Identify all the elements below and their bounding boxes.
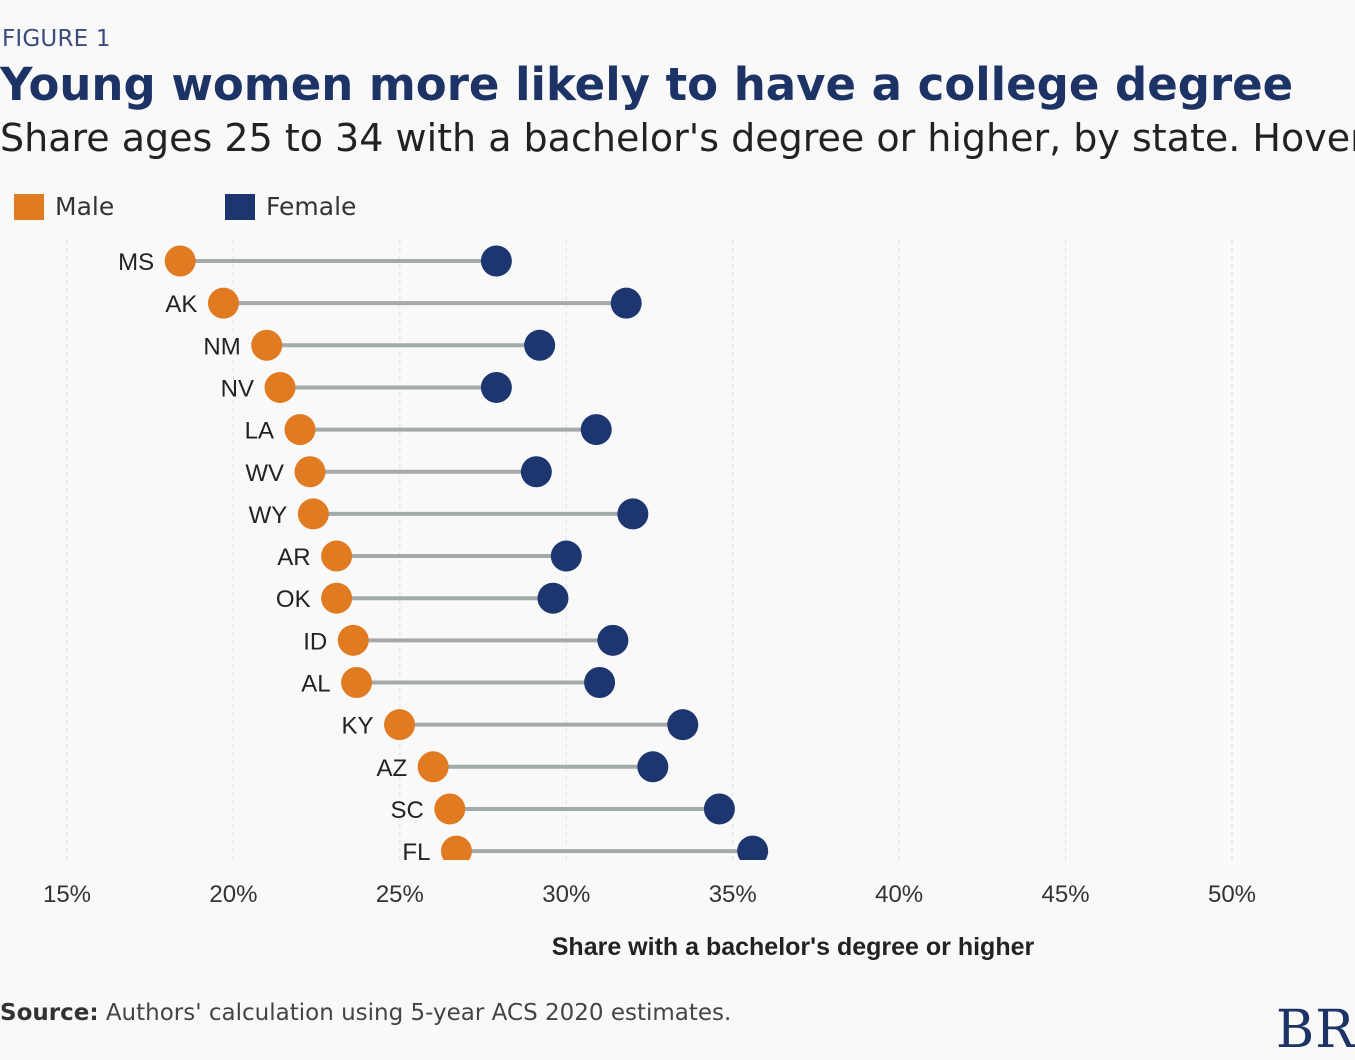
legend-label-male: Male: [55, 192, 115, 221]
male-point: [434, 793, 466, 825]
female-point: [524, 329, 556, 361]
category-label: NM: [203, 333, 240, 360]
category-label: WV: [245, 460, 284, 487]
male-point: [384, 709, 416, 741]
source-text: Authors' calculation using 5-year ACS 20…: [105, 1000, 732, 1026]
female-point: [580, 414, 612, 446]
category-label: AL: [301, 671, 330, 698]
female-point: [520, 456, 552, 488]
category-label: OK: [276, 586, 311, 613]
male-point: [284, 414, 316, 446]
category-label: AK: [165, 291, 197, 318]
legend-label-female: Female: [266, 192, 357, 221]
x-tick-label: 40%: [875, 881, 923, 908]
legend-item-female[interactable]: Female: [225, 192, 356, 221]
category-label: KY: [342, 713, 374, 740]
male-point: [321, 540, 353, 572]
female-point: [480, 245, 512, 277]
category-label: MS: [118, 249, 154, 276]
male-point: [164, 245, 196, 277]
male-point: [337, 624, 369, 656]
female-point: [737, 835, 769, 860]
legend-item-male[interactable]: Male: [14, 192, 114, 221]
chart-title: Young women more likely to have a colleg…: [0, 58, 1294, 111]
x-tick-label: 50%: [1208, 881, 1256, 908]
category-label: NV: [221, 375, 254, 402]
male-point: [207, 287, 239, 319]
male-point: [264, 371, 296, 403]
category-label: FL: [402, 839, 430, 866]
female-point: [550, 540, 582, 572]
legend-swatch-male: [14, 193, 44, 220]
x-tick-label: 15%: [43, 881, 91, 908]
female-point: [597, 624, 629, 656]
x-tick-label: 35%: [709, 881, 757, 908]
category-label: AR: [277, 544, 310, 571]
source-label: Source:: [0, 1000, 99, 1026]
category-label: ID: [303, 628, 327, 655]
category-label: AZ: [376, 755, 407, 782]
female-point: [617, 498, 649, 530]
male-point: [417, 751, 449, 783]
category-label: WY: [249, 502, 288, 529]
category-label: LA: [245, 418, 274, 445]
male-point: [321, 582, 353, 614]
female-point: [703, 793, 735, 825]
brand-logo: BRO: [1276, 1000, 1355, 1060]
dumbbell-chart: 15% 20% 25% 30% 35% 40% 45% 50% Share with a bac…: [43, 240, 1256, 961]
female-point: [480, 371, 512, 403]
male-point: [297, 498, 329, 530]
figure-label: FIGURE 1: [2, 26, 111, 52]
x-tick-label: 30%: [542, 881, 590, 908]
category-label: SC: [390, 797, 423, 824]
female-point: [637, 751, 669, 783]
female-point: [667, 709, 699, 741]
x-tick-label: 45%: [1042, 881, 1090, 908]
female-point: [584, 667, 616, 698]
chart-subtitle: Share ages 25 to 34 with a bachelor's de…: [0, 116, 1355, 160]
male-point: [341, 667, 373, 698]
male-point: [440, 835, 472, 860]
female-point: [537, 582, 569, 614]
legend-swatch-female: [225, 193, 255, 220]
source-note: Source: Authors' calculation using 5-yea…: [0, 1000, 731, 1026]
x-axis-label: Share with a bachelor's degree or higher: [552, 933, 1035, 961]
x-tick-label: 20%: [209, 881, 257, 908]
male-point: [294, 456, 326, 488]
x-tick-label: 25%: [376, 881, 424, 908]
male-point: [251, 329, 283, 361]
female-point: [610, 287, 642, 319]
